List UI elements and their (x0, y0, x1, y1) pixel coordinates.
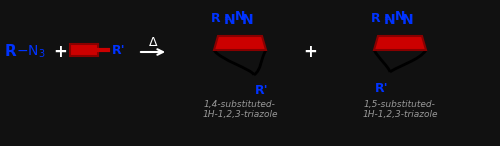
Text: 1H-1,2,3-triazole: 1H-1,2,3-triazole (202, 110, 278, 119)
Text: +: + (303, 43, 317, 61)
Text: $\mathsf{-N_3}$: $\mathsf{-N_3}$ (16, 44, 46, 60)
Text: N: N (395, 11, 405, 24)
Text: N: N (402, 13, 414, 27)
Text: 1H-1,2,3-triazole: 1H-1,2,3-triazole (362, 110, 438, 119)
Text: ≈: ≈ (223, 13, 230, 22)
Text: 1,5-substituted-: 1,5-substituted- (364, 100, 436, 108)
Text: R: R (5, 45, 17, 60)
Text: R: R (210, 12, 220, 25)
Polygon shape (374, 36, 426, 50)
Text: N: N (235, 11, 245, 24)
Text: R': R' (255, 85, 269, 98)
Text: N: N (242, 13, 254, 27)
Text: +: + (53, 43, 67, 61)
Bar (70, 44, 98, 56)
Text: ≈: ≈ (383, 13, 390, 22)
Text: N: N (224, 13, 236, 27)
Text: N: N (384, 13, 396, 27)
Text: R': R' (375, 81, 389, 94)
Text: Δ: Δ (149, 36, 157, 49)
Polygon shape (214, 36, 266, 50)
Text: R': R' (112, 44, 126, 57)
Text: R: R (370, 12, 380, 25)
Text: 1,4-substituted-: 1,4-substituted- (204, 100, 276, 108)
